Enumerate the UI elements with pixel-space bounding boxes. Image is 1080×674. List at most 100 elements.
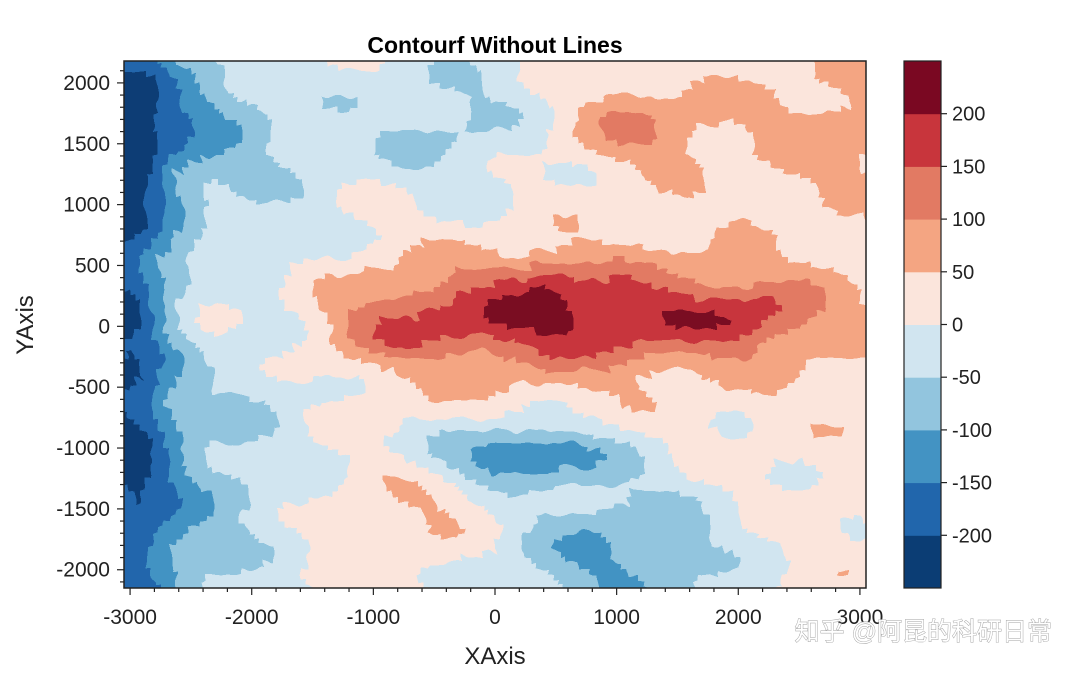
contour-cell (506, 209, 513, 216)
contour-cell (392, 245, 399, 252)
contour-cell (134, 263, 141, 270)
contour-cell (332, 185, 339, 192)
contour-cell (116, 245, 123, 252)
contour-cell (734, 179, 741, 186)
contour-cell (302, 167, 309, 174)
contour-cell (812, 257, 819, 264)
contour-cell (440, 203, 447, 210)
contour-cell (452, 155, 459, 162)
contour-cell (512, 281, 519, 288)
contour-cell (860, 239, 866, 246)
contour-cell (488, 65, 495, 72)
contour-cell (152, 221, 159, 228)
contour-cell (494, 263, 501, 270)
contour-cell (260, 155, 267, 162)
contour-cell (704, 251, 711, 258)
contour-cell (800, 83, 807, 90)
contour-cell (650, 215, 657, 222)
contour-cell (392, 239, 399, 246)
contour-cell (662, 209, 669, 216)
contour-cell (296, 167, 303, 174)
contour-cell (674, 53, 681, 60)
contour-cell (704, 275, 711, 282)
contour-cell (632, 107, 639, 114)
contour-cell (260, 143, 267, 150)
contour-cell (692, 245, 699, 252)
contour-cell (242, 167, 249, 174)
contour-cell (422, 197, 429, 204)
contour-cell (812, 215, 819, 222)
contour-cell (344, 149, 351, 156)
contour-cell (860, 143, 866, 150)
contour-cell (680, 173, 687, 180)
contour-cell (626, 107, 633, 114)
contour-cell (458, 239, 465, 246)
contour-cell (524, 65, 531, 72)
contour-cell (134, 53, 141, 60)
contour-cell (242, 239, 249, 246)
contour-cell (650, 155, 657, 162)
contour-cell (338, 71, 345, 78)
contour-cell (158, 239, 165, 246)
contour-cell (500, 281, 507, 288)
contour-cell (362, 263, 369, 270)
contour-cell (302, 263, 309, 270)
contour-cell (518, 61, 525, 66)
contour-cell (812, 61, 819, 66)
contour-cell (194, 281, 201, 288)
contour-cell (728, 113, 735, 120)
contour-cell (428, 107, 435, 114)
contour-cell (194, 53, 201, 60)
contour-cell (494, 275, 501, 282)
contour-cell (410, 137, 417, 144)
contour-cell (488, 167, 495, 174)
contour-cell (404, 95, 411, 102)
contour-cell (320, 203, 327, 210)
contour-cell (188, 227, 195, 234)
contour-cell (686, 245, 693, 252)
contour-cell (518, 263, 525, 270)
contour-cell (728, 119, 735, 126)
contour-cell (740, 227, 747, 234)
contour-cell (248, 233, 255, 240)
contour-cell (788, 197, 795, 204)
contour-cell (224, 77, 231, 84)
contour-cell (662, 173, 669, 180)
contour-cell (206, 209, 213, 216)
contour-cell (620, 215, 627, 222)
contour-cell (644, 239, 651, 246)
contour-cell (614, 191, 621, 198)
contour-cell (182, 161, 189, 168)
contour-cell (560, 233, 567, 240)
contour-cell (590, 215, 597, 222)
contour-cell (128, 61, 135, 66)
contour-cell (134, 227, 141, 234)
contour-cell (734, 185, 741, 192)
contour-cell (776, 203, 783, 210)
contour-cell (404, 203, 411, 210)
contour-cell (812, 119, 819, 126)
contour-cell (124, 257, 129, 264)
contour-cell (764, 161, 771, 168)
contour-cell (200, 269, 207, 276)
contour-cell (476, 173, 483, 180)
contour-cell (356, 155, 363, 162)
contour-cell (266, 113, 273, 120)
contour-cell (242, 203, 249, 210)
contour-cell (812, 203, 819, 210)
contour-cell (164, 239, 171, 246)
contour-cell (626, 61, 633, 66)
contour-cell (464, 227, 471, 234)
contour-cell (332, 119, 339, 126)
contour-cell (680, 209, 687, 216)
contour-cell (812, 113, 819, 120)
contour-cell (542, 203, 549, 210)
contour-cell (620, 71, 627, 78)
contour-cell (800, 233, 807, 240)
contour-cell (656, 191, 663, 198)
contour-cell (350, 161, 357, 168)
contour-cell (206, 245, 213, 252)
contour-cell (572, 131, 579, 138)
contour-cell (728, 179, 735, 186)
contour-cell (356, 263, 363, 270)
